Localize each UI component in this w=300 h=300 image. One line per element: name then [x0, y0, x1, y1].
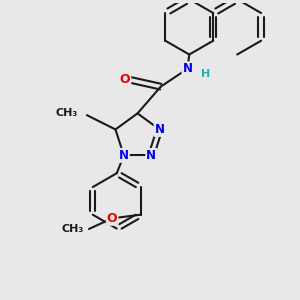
Text: CH₃: CH₃: [56, 108, 78, 118]
Text: O: O: [107, 212, 117, 225]
Text: CH₃: CH₃: [61, 224, 84, 234]
Text: N: N: [154, 123, 165, 136]
Text: N: N: [146, 149, 156, 162]
Text: O: O: [120, 73, 130, 86]
Text: N: N: [182, 62, 193, 75]
Text: H: H: [201, 69, 210, 79]
Text: N: N: [119, 149, 129, 162]
